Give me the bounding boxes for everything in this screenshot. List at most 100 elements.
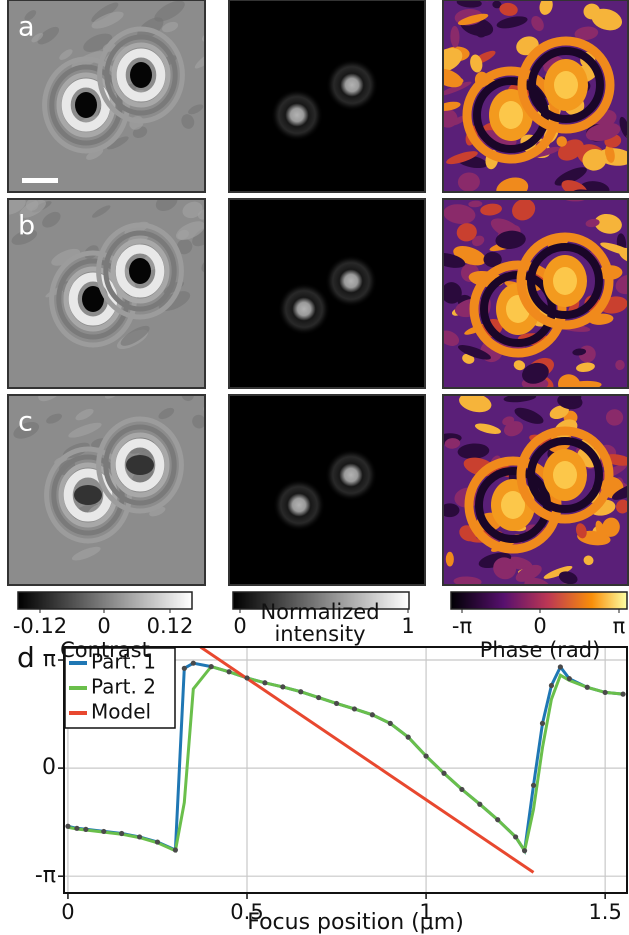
image-content (443, 199, 628, 388)
texture (615, 359, 625, 371)
texture (42, 211, 61, 228)
image (228, 198, 426, 389)
texture (549, 405, 569, 420)
ring (115, 244, 165, 298)
background (229, 0, 425, 192)
marker (539, 720, 546, 726)
marker (566, 676, 572, 682)
core-center (554, 71, 578, 99)
ring (42, 56, 130, 154)
texture (194, 46, 205, 69)
ring (103, 230, 177, 312)
frame (442, 198, 629, 389)
texture (204, 399, 205, 414)
image: c (7, 394, 206, 586)
texture (182, 201, 203, 219)
ring (528, 47, 604, 123)
texture (162, 21, 179, 33)
glow (273, 479, 325, 531)
image-panels: a b c (7, 0, 629, 586)
colorbar (232, 591, 410, 610)
ring (110, 238, 170, 304)
image-content (8, 0, 205, 192)
marker (423, 753, 429, 759)
texture (572, 348, 587, 356)
texture (83, 33, 113, 52)
texture (443, 503, 460, 518)
marker (459, 786, 465, 793)
texture (11, 229, 38, 245)
ring (116, 48, 166, 102)
marker (584, 684, 590, 690)
y-tick-label: 0 (42, 755, 56, 780)
colorbar-label: Phase (rad) (479, 638, 601, 662)
texture (515, 564, 542, 582)
ring (104, 34, 178, 116)
image-content (443, 395, 628, 585)
image (228, 394, 426, 586)
texture (531, 16, 544, 32)
ring (115, 438, 165, 492)
texture (443, 108, 458, 128)
ring (111, 42, 171, 108)
texture (37, 26, 60, 45)
texture (472, 235, 485, 247)
texture (106, 136, 129, 150)
texture (457, 443, 490, 460)
marker (405, 734, 411, 740)
texture (443, 282, 462, 304)
texture (175, 221, 205, 241)
x-tick-label: 1.5 (588, 900, 621, 924)
marker (280, 684, 286, 690)
texture (445, 551, 454, 567)
texture (474, 423, 501, 434)
texture (450, 25, 460, 48)
ring (103, 424, 177, 506)
texture (492, 0, 502, 9)
ring (56, 72, 116, 138)
texture (462, 353, 475, 364)
texture (444, 438, 461, 449)
ring (58, 462, 118, 528)
texture (457, 172, 480, 192)
marker (387, 720, 393, 726)
scale-bar (22, 178, 58, 183)
panel-label: a (18, 12, 35, 43)
texture (470, 54, 483, 73)
texture (46, 413, 62, 424)
texture (512, 199, 536, 221)
ring (527, 437, 603, 513)
texture (568, 395, 582, 403)
image-content (8, 395, 205, 585)
texture (92, 205, 111, 218)
texture (443, 330, 460, 346)
image-content (443, 0, 628, 192)
texture (514, 407, 544, 424)
image: b (7, 198, 206, 389)
marker (548, 682, 555, 689)
image-content (8, 199, 205, 388)
particle (74, 485, 102, 505)
marker (477, 801, 483, 807)
texture (468, 200, 483, 208)
texture (446, 151, 478, 165)
texture (496, 177, 529, 192)
texture (158, 407, 175, 420)
colorbar-tick-label: -0.12 (13, 614, 67, 638)
frame (7, 0, 206, 193)
y-tick-label: π (43, 647, 56, 672)
ring (516, 232, 614, 330)
texture (554, 167, 587, 186)
marker (226, 669, 232, 675)
texture (579, 181, 610, 192)
ring (96, 222, 184, 320)
core-center (499, 101, 523, 129)
plot-frame (63, 646, 628, 894)
colorbar (450, 591, 628, 610)
texture (480, 203, 502, 216)
particle (130, 62, 152, 88)
texture (443, 252, 466, 268)
texture (576, 362, 595, 373)
texture (495, 230, 526, 250)
